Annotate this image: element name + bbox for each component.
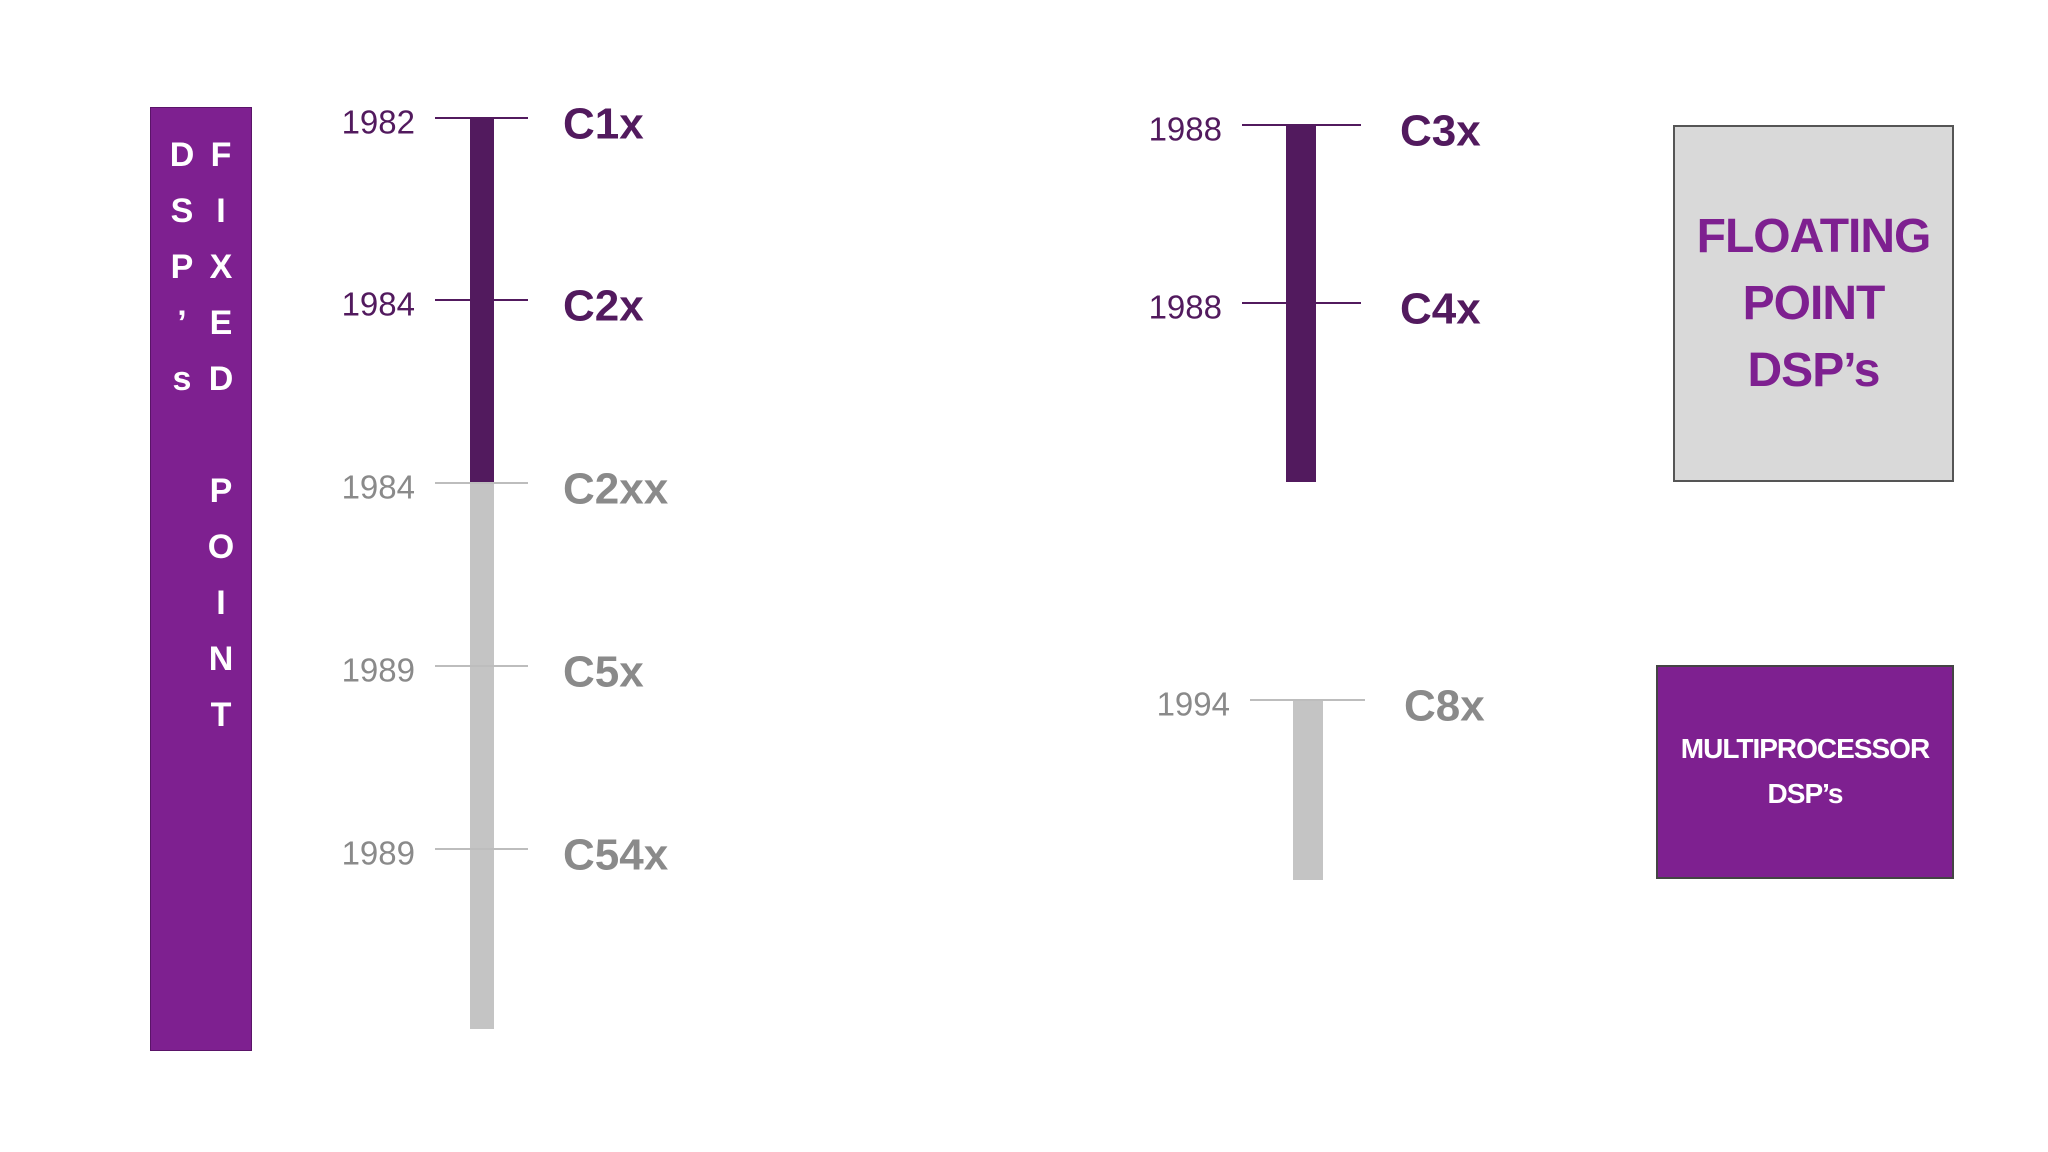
timeline-bar [1286,303,1316,482]
timeline-bar [1286,125,1316,303]
year-label: 1982 [342,104,415,141]
timeline-bar [470,483,494,666]
floating-box: FLOATING POINT DSP’s [1673,125,1954,482]
timeline-bar [470,666,494,849]
timeline-bar [1293,700,1323,880]
product-label: C54x [563,831,669,880]
year-label: 1994 [1157,686,1230,723]
timeline-bar [470,118,494,300]
timeline-bar [470,849,494,1029]
product-label: C2x [563,282,644,331]
product-label: C8x [1404,682,1485,731]
sidebar-label: FIXED POINT DSP’s [163,136,240,752]
product-label: C5x [563,648,644,697]
product-label: C1x [563,100,644,149]
product-label: C3x [1400,107,1481,156]
multiprocessor-box: MULTIPROCESSOR DSP’s [1656,665,1954,879]
year-label: 1989 [342,652,415,689]
sidebar: FIXED POINT DSP’s [150,107,252,1051]
box-label: MULTIPROCESSOR DSP’s [1680,733,1930,809]
year-label: 1984 [342,469,415,506]
year-label: 1984 [342,286,415,323]
year-label: 1988 [1149,111,1222,148]
year-label: 1989 [342,835,415,872]
product-label: C4x [1400,285,1481,334]
box-label: FLOATING POINT DSP’s [1696,209,1932,398]
timeline-bar [470,300,494,483]
product-label: C2xx [563,465,669,514]
year-label: 1988 [1149,289,1222,326]
